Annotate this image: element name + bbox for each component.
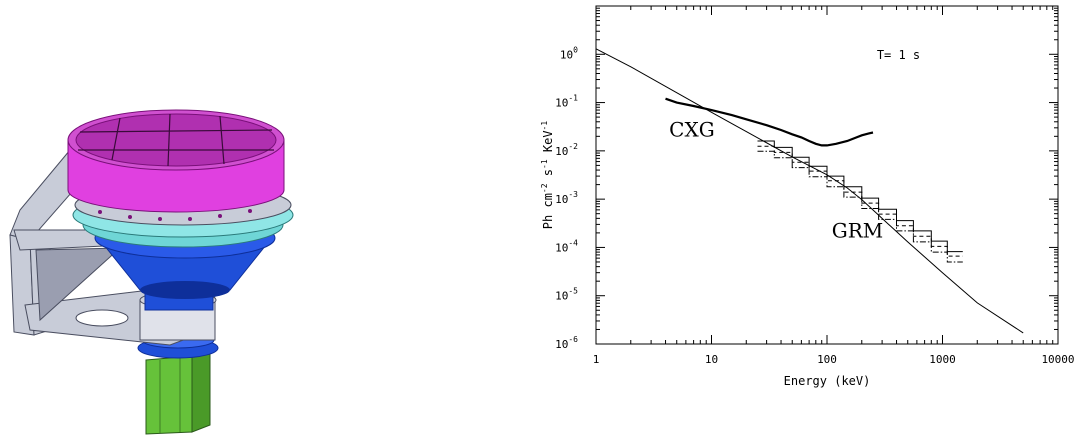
y-tick-label: 10-2 bbox=[555, 142, 578, 158]
x-tick-label: 1000 bbox=[929, 353, 956, 366]
annotations: T= 1 s CXG GRM bbox=[669, 48, 920, 243]
y-tick-label: 10-6 bbox=[555, 335, 578, 351]
series-model bbox=[595, 48, 1024, 334]
y-tick-label: 10-3 bbox=[555, 190, 578, 206]
y-axis-title: Ph cm-2 s-1 KeV-1 bbox=[540, 121, 555, 230]
x-tick-label: 100 bbox=[817, 353, 837, 366]
series-layer bbox=[595, 48, 1024, 334]
x-axis-title: Energy (keV) bbox=[784, 374, 871, 388]
y-tick-label: 10-4 bbox=[555, 238, 578, 254]
x-axis-ticks: 1 10 100 1000 10000 bbox=[593, 6, 1075, 366]
annotation: GRM bbox=[832, 219, 884, 243]
y-tick-label: 10-1 bbox=[555, 94, 578, 110]
series-cxg bbox=[665, 97, 874, 147]
x-tick-label: 1 bbox=[593, 353, 600, 366]
y-tick-label: 100 bbox=[560, 45, 578, 61]
detector-housing bbox=[67, 109, 285, 221]
x-tick-label: 10 bbox=[705, 353, 718, 366]
series-grm-dashdot bbox=[757, 150, 963, 263]
x-tick-label: 10000 bbox=[1041, 353, 1074, 366]
y-axis-ticks: 100 10-1 10-2 10-3 10-4 10-5 10-6 bbox=[555, 7, 1058, 351]
annotation: CXG bbox=[669, 117, 715, 141]
annotation: T= 1 s bbox=[877, 48, 920, 62]
y-tick-label: 10-5 bbox=[555, 287, 578, 303]
instrument-rendering bbox=[9, 109, 294, 435]
electronics-box bbox=[145, 349, 211, 435]
